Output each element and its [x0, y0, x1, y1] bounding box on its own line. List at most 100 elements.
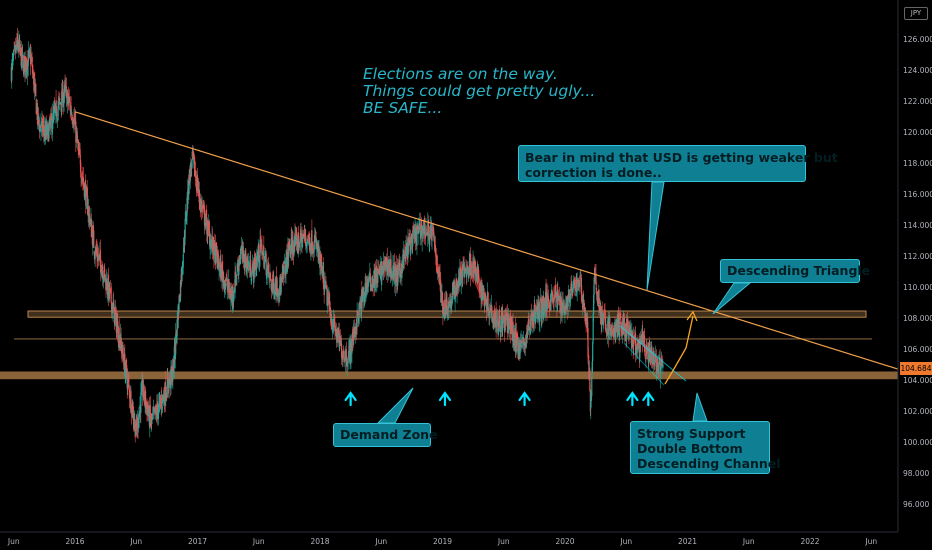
- candle-body: [574, 285, 576, 291]
- candle-body: [623, 317, 625, 325]
- candle-body: [93, 251, 95, 255]
- candle-body: [250, 260, 252, 277]
- candle-body: [397, 264, 399, 283]
- candle-body: [352, 337, 354, 341]
- candle-body: [28, 51, 30, 55]
- candle-body: [88, 207, 90, 213]
- candle-body: [316, 242, 319, 252]
- candle-body: [156, 404, 158, 419]
- candle-body: [151, 417, 153, 420]
- candle-body: [266, 268, 268, 278]
- candle-body: [502, 316, 504, 331]
- candle-body: [92, 228, 94, 232]
- candle-body: [486, 298, 488, 312]
- candle-body: [343, 358, 346, 360]
- projection-path: [664, 315, 694, 385]
- candle-body: [14, 48, 17, 54]
- candle-body: [204, 224, 206, 227]
- strong-support-callout[interactable]: Strong Support Double Bottom Descending …: [630, 421, 781, 474]
- candle-body: [236, 263, 239, 272]
- candle-body: [484, 301, 486, 303]
- candle-body: [282, 272, 284, 275]
- candle-body: [213, 241, 215, 256]
- candle-body: [306, 242, 308, 244]
- candle-body: [68, 102, 70, 104]
- candle-body: [120, 337, 122, 344]
- candle-body: [381, 260, 383, 285]
- candle-body: [541, 311, 543, 322]
- candle-body: [629, 325, 631, 333]
- candle-body: [130, 413, 133, 415]
- candle-body: [373, 279, 375, 288]
- candle-body: [601, 305, 603, 316]
- candle-body: [645, 344, 648, 356]
- candle-body: [313, 251, 315, 253]
- candle-body: [630, 330, 632, 335]
- elections-note: Elections are on the way. Things could g…: [363, 65, 596, 117]
- candle-body: [310, 245, 312, 255]
- candle-body: [478, 269, 480, 282]
- candle-body: [517, 336, 519, 352]
- candle-body: [184, 240, 186, 243]
- candle-body: [13, 50, 15, 56]
- candle-body: [460, 270, 462, 284]
- candle-body: [39, 124, 41, 132]
- demand-zone-callout[interactable]: Demand Zone: [333, 423, 438, 447]
- candle-body: [596, 292, 598, 294]
- candle-body: [634, 333, 637, 355]
- candle-body: [497, 328, 500, 335]
- candle-body: [238, 261, 240, 263]
- candle-body: [348, 350, 350, 356]
- candle-body: [151, 413, 153, 421]
- candle-body: [161, 406, 163, 410]
- candle-body: [642, 332, 645, 345]
- candle-body: [119, 341, 121, 349]
- candle-body: [15, 44, 17, 51]
- candle-body: [305, 235, 307, 240]
- candle-body: [345, 349, 347, 361]
- candle-body: [157, 410, 159, 420]
- candle-body: [258, 255, 261, 264]
- candle-body: [80, 171, 82, 179]
- candle-body: [42, 127, 44, 131]
- candle-body: [401, 266, 403, 274]
- candle-body: [72, 120, 74, 125]
- candle-body: [488, 311, 491, 318]
- candle-body: [659, 357, 661, 375]
- candle-body: [434, 239, 436, 249]
- support-arrow-icon: [518, 391, 531, 407]
- candle-body: [619, 313, 622, 320]
- candle-body: [491, 316, 493, 321]
- candle-body: [653, 354, 655, 358]
- candle-body: [103, 277, 105, 279]
- candle-body: [439, 272, 441, 286]
- candle-body: [114, 313, 116, 327]
- candle-body: [340, 343, 343, 358]
- candle-body: [132, 406, 134, 421]
- candle-body: [304, 232, 306, 237]
- candle-body: [94, 255, 96, 259]
- candle-body: [573, 279, 575, 281]
- candle-body: [313, 240, 315, 251]
- candle-body: [195, 179, 197, 182]
- candle-body: [644, 354, 647, 355]
- candle-body: [182, 253, 184, 268]
- candle-body: [367, 283, 370, 285]
- candle-body: [607, 331, 609, 333]
- candle-body: [641, 334, 643, 339]
- bear-in-mind-callout[interactable]: Bear in mind that USD is getting weaker …: [518, 145, 838, 182]
- candle-body: [331, 321, 333, 330]
- candle-body: [192, 148, 194, 157]
- candle-body: [215, 246, 217, 263]
- candle-body: [526, 333, 528, 335]
- candle-body: [550, 292, 552, 302]
- candle-body: [101, 269, 103, 276]
- candle-body: [179, 282, 182, 301]
- candle-body: [165, 397, 167, 402]
- candle-body: [471, 265, 473, 268]
- candle-body: [201, 206, 204, 210]
- descending-triangle-callout[interactable]: Descending Triangle: [720, 259, 870, 283]
- candle-body: [382, 261, 385, 274]
- candle-body: [217, 250, 219, 263]
